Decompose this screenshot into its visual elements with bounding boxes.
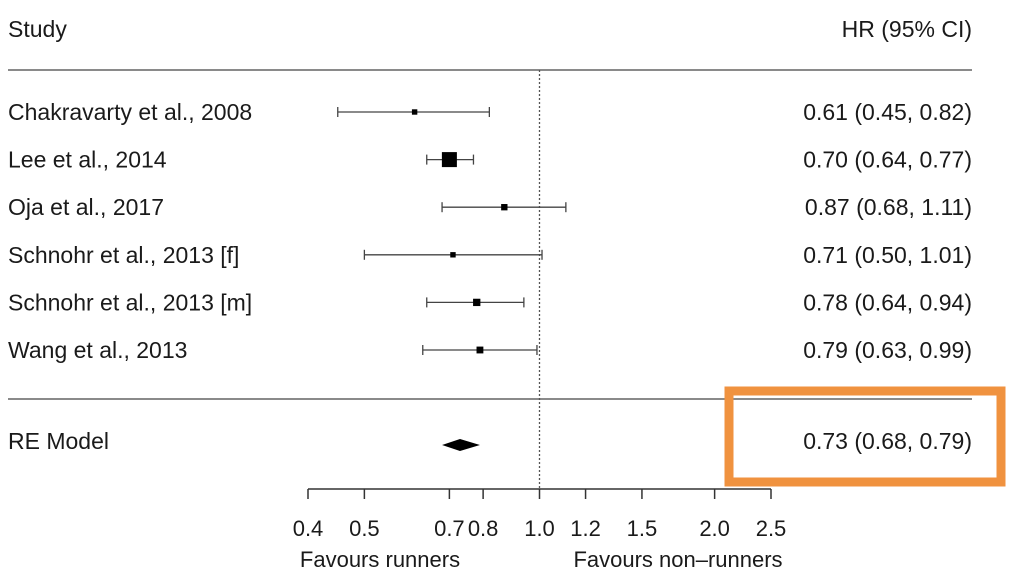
x-tick-label: 0.7 <box>434 516 465 541</box>
study-estimate: 0.87 (0.68, 1.11) <box>805 194 972 220</box>
favours-left-label: Favours runners <box>300 547 460 572</box>
x-tick-label: 2.0 <box>699 516 730 541</box>
study-row: Wang et al., 2013 0.79 (0.63, 0.99) <box>8 337 972 363</box>
study-name: Wang et al., 2013 <box>8 337 187 363</box>
study-estimate: 0.79 (0.63, 0.99) <box>803 337 972 363</box>
summary-row: RE Model 0.73 (0.68, 0.79) <box>8 386 1006 487</box>
x-tick-label: 1.0 <box>524 516 555 541</box>
study-name: Schnohr et al., 2013 [f] <box>8 242 239 268</box>
summary-estimate: 0.73 (0.68, 0.79) <box>803 428 972 454</box>
study-row: Lee et al., 2014 0.70 (0.64, 0.77) <box>8 147 972 173</box>
x-tick-label: 2.5 <box>756 516 787 541</box>
study-row: Schnohr et al., 2013 [m] 0.78 (0.64, 0.94… <box>8 289 972 315</box>
favours-right-label: Favours non–runners <box>573 547 782 572</box>
point-estimate <box>501 204 508 211</box>
header-estimate: HR (95% CI) <box>842 16 972 42</box>
study-name: Chakravarty et al., 2008 <box>8 99 252 125</box>
x-tick-label: 0.5 <box>349 516 380 541</box>
study-estimate: 0.71 (0.50, 1.01) <box>803 242 972 268</box>
x-tick-label: 0.4 <box>293 516 324 541</box>
study-name: Lee et al., 2014 <box>8 147 167 173</box>
summary-diamond <box>442 439 480 451</box>
study-estimate: 0.61 (0.45, 0.82) <box>803 99 972 125</box>
study-row: Oja et al., 2017 0.87 (0.68, 1.11) <box>8 194 972 220</box>
x-axis: 0.4 0.5 0.7 0.8 1.0 1.2 1.5 2.0 2.5 <box>293 488 787 541</box>
point-estimate <box>441 152 457 168</box>
point-estimate <box>473 298 481 307</box>
study-estimate: 0.78 (0.64, 0.94) <box>803 289 972 315</box>
x-tick-label: 1.5 <box>627 516 658 541</box>
point-estimate <box>476 346 484 354</box>
x-tick-label: 0.8 <box>468 516 499 541</box>
summary-name: RE Model <box>8 428 109 454</box>
study-row: Schnohr et al., 2013 [f] 0.71 (0.50, 1.01… <box>8 242 972 268</box>
point-estimate <box>450 252 456 258</box>
study-name: Schnohr et al., 2013 [m] <box>8 289 252 315</box>
study-estimate: 0.70 (0.64, 0.77) <box>803 147 972 173</box>
highlight-box <box>724 386 1006 487</box>
x-tick-label: 1.2 <box>570 516 601 541</box>
study-name: Oja et al., 2017 <box>8 194 164 220</box>
study-row: Chakravarty et al., 2008 0.61 (0.45, 0.82… <box>8 99 972 125</box>
point-estimate <box>411 109 418 115</box>
study-rows: Chakravarty et al., 2008 0.61 (0.45, 0.82… <box>8 99 972 363</box>
header-study: Study <box>8 16 67 42</box>
